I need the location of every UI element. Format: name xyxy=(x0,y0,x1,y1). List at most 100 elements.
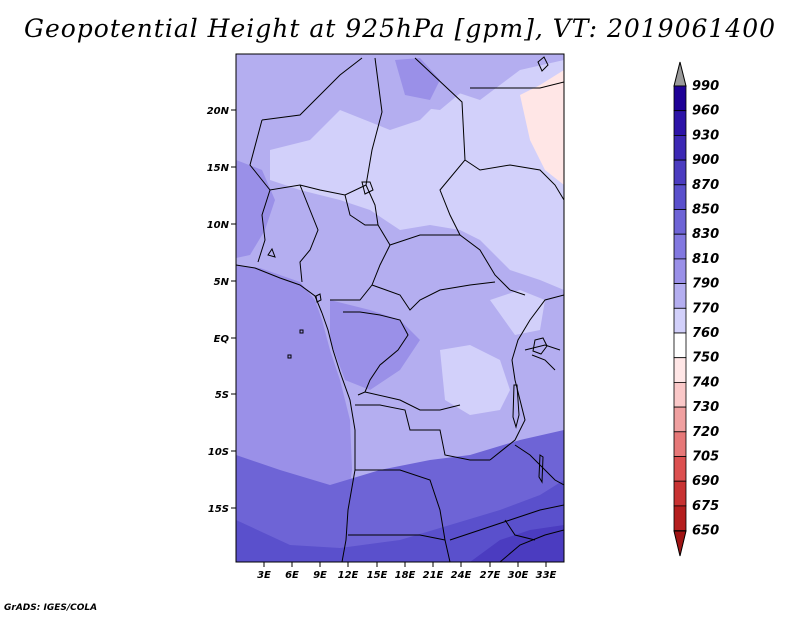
colorbar-segment xyxy=(673,431,687,457)
colorbar-label: 750 xyxy=(692,351,719,366)
colorbar-segment xyxy=(673,258,687,284)
colorbar-label: 810 xyxy=(692,252,719,267)
lat-label: EQ xyxy=(214,334,230,345)
colorbar-segment xyxy=(673,505,687,531)
lon-label: 9E xyxy=(313,570,327,581)
border-line xyxy=(504,519,536,541)
colorbar-label: 850 xyxy=(692,203,719,218)
colorbar-segment xyxy=(673,85,687,112)
colorbar-label: 770 xyxy=(692,301,719,316)
lon-label: 6E xyxy=(285,570,299,581)
colorbar-label: 790 xyxy=(692,277,719,292)
colorbar-segment xyxy=(673,209,687,235)
lake-malawi xyxy=(538,454,544,484)
border-line xyxy=(470,81,564,89)
country-borders xyxy=(236,56,564,562)
colorbar-label: 760 xyxy=(692,326,719,341)
lat-label: 10N xyxy=(207,220,230,231)
field-east-pink xyxy=(520,70,564,185)
field-south-dark xyxy=(236,480,564,562)
lon-label: 15E xyxy=(367,570,388,581)
field-sahara-pale xyxy=(270,60,564,290)
colorbar-label: 870 xyxy=(692,178,719,193)
colorbar-label: 990 xyxy=(692,79,719,94)
border-line xyxy=(365,57,383,226)
colorbar-label: 690 xyxy=(692,474,719,489)
colorbar-label: 675 xyxy=(692,499,719,514)
field-equator-mid xyxy=(330,300,420,390)
colorbar-bottom-arrow xyxy=(673,530,687,557)
border-line xyxy=(499,529,564,562)
border-line xyxy=(414,57,466,236)
border-line xyxy=(449,504,564,541)
lake-victoria xyxy=(532,337,548,355)
lon-label: 21E xyxy=(423,570,444,581)
border-line xyxy=(355,469,451,562)
lon-label: 3E xyxy=(257,570,271,581)
border-line xyxy=(464,159,564,201)
border-line xyxy=(299,184,319,283)
colorbar-segment xyxy=(673,283,687,309)
lat-label: 15S xyxy=(208,504,229,515)
colorbar-segment xyxy=(673,381,687,408)
lat-label: 15N xyxy=(207,163,230,174)
field-basin-pale xyxy=(440,345,510,415)
field-north-dark xyxy=(395,58,440,100)
lon-label: 18E xyxy=(395,570,416,581)
map-frame xyxy=(235,53,565,563)
colorbar-segment xyxy=(673,134,687,161)
colorbar-label: 900 xyxy=(692,153,719,168)
lake-tanganyika xyxy=(512,384,520,429)
island xyxy=(299,329,304,334)
colorbar: 990 960 930 900 870 850 830 810 790 770 760 750 740 7… xyxy=(673,61,719,557)
field-southeast-darkest xyxy=(470,525,564,562)
border-line xyxy=(489,294,564,461)
lat-label: 5S xyxy=(215,390,229,401)
border-line xyxy=(343,311,409,396)
border-line xyxy=(531,354,556,371)
colorbar-segment xyxy=(673,480,687,507)
colorbar-label: 930 xyxy=(692,128,719,143)
credit-text: GrADS: IGES/COLA xyxy=(4,603,98,613)
lon-label: 30E xyxy=(508,570,529,581)
lat-label: 10S xyxy=(208,447,229,458)
island xyxy=(315,293,322,303)
border-line xyxy=(321,312,356,562)
border-line xyxy=(348,534,446,541)
colorbar-segment xyxy=(673,357,687,383)
border-line xyxy=(364,391,461,411)
colorbar-segment xyxy=(673,456,687,482)
lon-label: 33E xyxy=(536,570,557,581)
field-east-highlands-pale xyxy=(490,290,545,335)
colorbar-segment xyxy=(673,110,687,136)
colorbar-label: 740 xyxy=(692,375,719,390)
colorbar-top-arrow xyxy=(673,61,687,87)
colorbar-label: 705 xyxy=(692,450,719,465)
border-line xyxy=(261,57,363,121)
colorbar-segment xyxy=(673,332,687,359)
border-line xyxy=(514,444,564,486)
lon-label: 27E xyxy=(480,570,501,581)
lat-label: 20N xyxy=(207,106,230,117)
lake-volta xyxy=(267,247,276,258)
border-line xyxy=(371,281,496,311)
nile-delta xyxy=(537,56,549,72)
border-line xyxy=(389,234,526,296)
border-line xyxy=(524,344,561,351)
map-title: Geopotential Height at 925hPa [gpm], VT:… xyxy=(23,14,777,43)
colorbar-segment xyxy=(673,184,687,210)
lat-label: 5N xyxy=(214,277,230,288)
latitude-axis: 20N 15N 10N 5N EQ 5S 10S 15S xyxy=(207,106,236,515)
colorbar-label: 830 xyxy=(692,227,719,242)
lake-chad xyxy=(361,181,374,195)
island xyxy=(287,354,292,359)
height-field xyxy=(236,54,564,562)
colorbar-segment xyxy=(673,159,687,186)
colorbar-label: 720 xyxy=(692,425,719,440)
colorbar-segment xyxy=(673,307,687,334)
lon-label: 12E xyxy=(338,570,359,581)
border-line xyxy=(355,404,490,461)
border-line xyxy=(257,189,271,263)
colorbar-label: 960 xyxy=(692,104,719,119)
